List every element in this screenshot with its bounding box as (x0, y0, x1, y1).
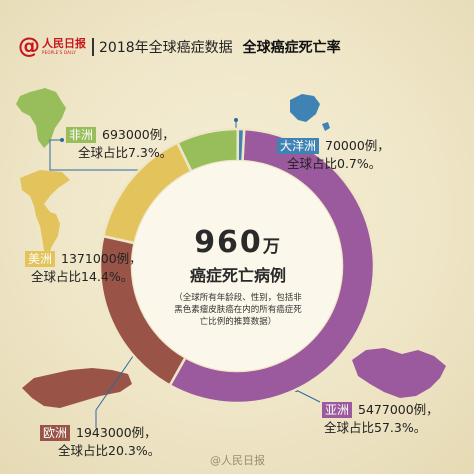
share-americas: 全球占比14.4%。 (31, 269, 134, 284)
header: @ 人民日报 PEOPLE'S DAILY 2018年全球癌症数据 全球癌症死亡… (18, 32, 458, 62)
share-europe: 全球占比20.3%。 (58, 443, 161, 458)
label-americas: 美洲 1371000例， 全球占比14.4%。 (25, 250, 142, 286)
center-note: （全球所有年龄段、性别，包括非黑色素瘤皮肤癌在内的所有癌症死亡比例的推算数据） (174, 293, 302, 327)
count-asia: 5477000例， (358, 402, 439, 417)
watermark: @人民日报 (210, 454, 265, 467)
slice-oceania (236, 127, 246, 163)
total-unit: 万 (262, 237, 282, 257)
header-divider (92, 38, 94, 56)
share-africa: 全球占比7.3%。 (78, 145, 173, 160)
tag-oceania: 大洋洲 (277, 138, 320, 154)
americas-map-icon (20, 170, 70, 256)
leader-asia (295, 389, 321, 403)
total-value: 960 (194, 225, 263, 260)
leader-africa (49, 139, 162, 171)
at-icon: @ (18, 34, 40, 59)
center-summary: 960万 癌症死亡病例 (167, 225, 309, 286)
donut-center-disk (132, 161, 342, 371)
page-subtitle: 全球癌症死亡率 (242, 40, 341, 56)
count-africa: 693000例， (102, 127, 175, 142)
africa-map-icon (16, 88, 66, 148)
share-oceania: 全球占比0.7%。 (287, 156, 382, 171)
leader-dot-oceania (234, 118, 238, 122)
count-oceania: 70000例， (325, 138, 390, 153)
label-europe: 欧洲 1943000例， 全球占比20.3%。 (40, 424, 160, 460)
logo-cn: 人民日报 (42, 37, 86, 50)
center-label: 癌症死亡病例 (189, 266, 286, 285)
oceania-map-icon (290, 94, 330, 131)
asia-map-icon (352, 348, 446, 398)
leader-dot-africa (60, 138, 64, 142)
tag-africa: 非洲 (66, 127, 97, 143)
peoples-daily-logo: @ 人民日报 PEOPLE'S DAILY (18, 36, 86, 58)
count-americas: 1371000例， (61, 251, 142, 266)
tag-americas: 美洲 (25, 251, 56, 267)
label-africa: 非洲 693000例， 全球占比7.3%。 (66, 126, 175, 162)
europe-map-icon (22, 368, 132, 408)
tag-asia: 亚洲 (322, 402, 353, 418)
count-europe: 1943000例， (76, 425, 157, 440)
label-oceania: 大洋洲 70000例， 全球占比0.7%。 (277, 137, 390, 173)
share-asia: 全球占比57.3%。 (324, 420, 427, 435)
label-asia: 亚洲 5477000例， 全球占比57.3%。 (322, 401, 439, 437)
leader-europe (95, 345, 141, 428)
tag-europe: 欧洲 (40, 425, 71, 441)
donut-slices (98, 127, 376, 405)
page-title: 2018年全球癌症数据 (99, 40, 233, 56)
logo-en: PEOPLE'S DAILY (42, 50, 77, 55)
